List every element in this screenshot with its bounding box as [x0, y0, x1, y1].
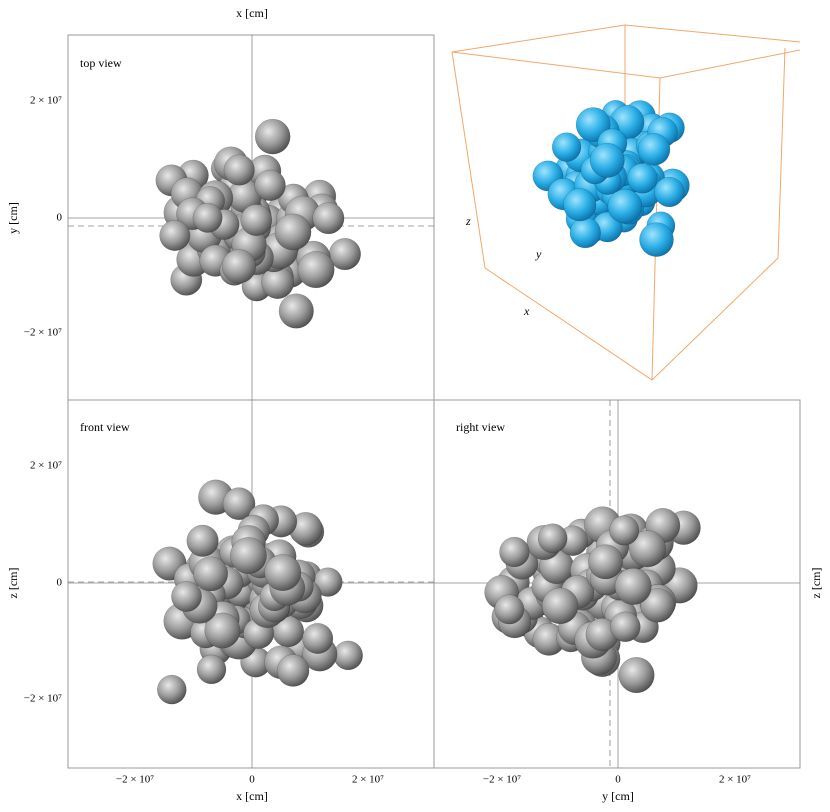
cube-axis-label: z	[465, 214, 471, 228]
sphere	[494, 594, 525, 625]
sphere	[537, 523, 568, 554]
sphere-cluster	[152, 479, 363, 705]
sphere	[333, 640, 363, 671]
sphere	[607, 188, 643, 224]
sphere	[274, 213, 312, 251]
sphere	[640, 588, 675, 623]
tick-label: −2 × 10⁷	[483, 774, 521, 786]
sphere	[222, 487, 256, 521]
sphere	[193, 556, 229, 592]
sphere	[589, 142, 625, 178]
sphere	[312, 202, 345, 235]
sphere	[628, 530, 667, 568]
sphere	[610, 611, 641, 643]
sphere	[654, 176, 685, 208]
sphere	[609, 515, 640, 546]
axis-label: x [cm]	[236, 6, 268, 20]
axis-label: x [cm]	[236, 789, 268, 803]
sphere	[588, 544, 623, 580]
sphere	[157, 674, 187, 705]
tick-label: 2 × 10⁷	[30, 460, 62, 472]
cube-axis-label: x	[523, 304, 530, 318]
sphere	[254, 169, 286, 201]
sphere	[569, 217, 601, 249]
sphere	[614, 567, 652, 605]
sphere	[563, 188, 597, 222]
sphere	[204, 612, 241, 649]
tick-label: −2 × 10⁷	[24, 693, 62, 705]
sphere	[159, 220, 191, 251]
panel-frame	[433, 399, 801, 769]
sphere	[618, 657, 655, 694]
sphere-cluster	[484, 506, 701, 694]
axis-label: y [cm]	[6, 202, 20, 234]
sphere	[627, 163, 658, 194]
sphere	[302, 623, 334, 654]
sphere	[541, 587, 579, 625]
tick-label: −2 × 10⁷	[24, 327, 62, 339]
tick-label: 0	[57, 212, 63, 224]
axis-label: z [cm]	[809, 568, 823, 599]
sphere-cluster	[532, 100, 690, 257]
tick-label: 2 × 10⁷	[30, 95, 62, 107]
sphere	[639, 222, 674, 257]
panel-title: top view	[80, 56, 122, 70]
sphere	[223, 154, 255, 186]
tick-label: 0	[57, 577, 63, 589]
sphere	[186, 524, 219, 557]
sphere	[240, 204, 273, 236]
axis-label: y [cm]	[602, 789, 634, 803]
tick-label: 0	[615, 774, 621, 786]
sphere	[637, 133, 671, 166]
sphere-cluster	[155, 118, 361, 329]
sphere	[297, 251, 335, 289]
sphere	[192, 202, 223, 233]
tick-label: 2 × 10⁷	[352, 774, 384, 786]
tick-label: 0	[249, 774, 255, 786]
sphere	[221, 249, 257, 284]
cube-axis-label: y	[535, 247, 542, 261]
sphere	[499, 536, 530, 568]
sphere	[276, 654, 310, 687]
sphere-layer	[152, 100, 701, 705]
sphere	[196, 654, 227, 685]
panel-title: front view	[80, 420, 130, 434]
sphere	[551, 132, 582, 162]
sphere	[171, 581, 202, 612]
sphere	[264, 554, 302, 592]
tick-label: −2 × 10⁷	[116, 774, 154, 786]
sphere	[278, 293, 314, 329]
axis-label: z [cm]	[6, 568, 20, 599]
sphere	[254, 118, 291, 155]
panel-title: right view	[456, 420, 505, 434]
tick-label: 2 × 10⁷	[719, 774, 751, 786]
sphere	[229, 537, 267, 575]
